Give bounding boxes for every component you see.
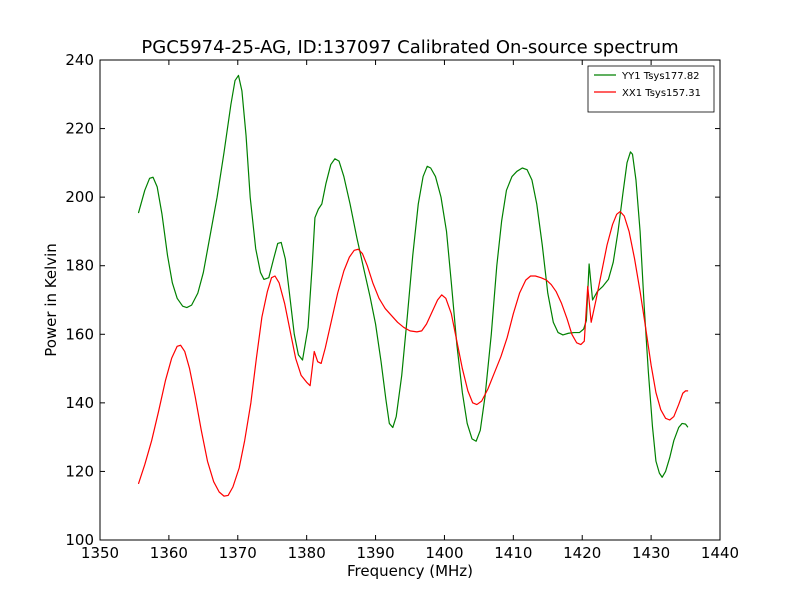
x-tick-label: 1350 (81, 544, 119, 562)
plot-area (99, 59, 721, 541)
legend-box (587, 65, 715, 113)
y-axis-label: Power in Kelvin (42, 243, 60, 357)
y-tick-label: 120 (65, 462, 94, 480)
y-tick-label: 200 (65, 188, 94, 206)
legend-label: XX1 Tsys157.31 (622, 88, 701, 99)
x-tick-label: 1440 (701, 544, 739, 562)
x-tick-label: 1360 (150, 544, 188, 562)
y-tick-label: 140 (65, 394, 94, 412)
y-tick-label: 100 (65, 531, 94, 549)
x-tick-label: 1370 (219, 544, 257, 562)
chart-title: PGC5974-25-AG, ID:137097 Calibrated On-s… (141, 37, 678, 58)
x-tick-label: 1380 (288, 544, 326, 562)
y-tick-label: 180 (65, 257, 94, 275)
y-tick-label: 160 (65, 325, 94, 343)
legend-label: YY1 Tsys177.82 (621, 71, 700, 82)
x-axis-label: Frequency (MHz) (347, 562, 473, 580)
x-tick-label: 1420 (563, 544, 601, 562)
y-tick-label: 240 (65, 51, 94, 69)
y-tick-label: 220 (65, 120, 94, 138)
x-tick-label: 1410 (494, 544, 532, 562)
x-tick-label: 1400 (425, 544, 463, 562)
series-line-2 (137, 210, 689, 497)
x-tick-label: 1430 (632, 544, 670, 562)
plot-lines (137, 74, 689, 497)
axis-ticks: 1350 1360 1370 1380 1390 1400 1410 1420 1430 1440… (65, 51, 739, 562)
legend: YY1 Tsys177.82 XX1 Tsys157.31 (587, 65, 715, 113)
series-line-1 (137, 74, 689, 478)
x-tick-label: 1390 (356, 544, 394, 562)
